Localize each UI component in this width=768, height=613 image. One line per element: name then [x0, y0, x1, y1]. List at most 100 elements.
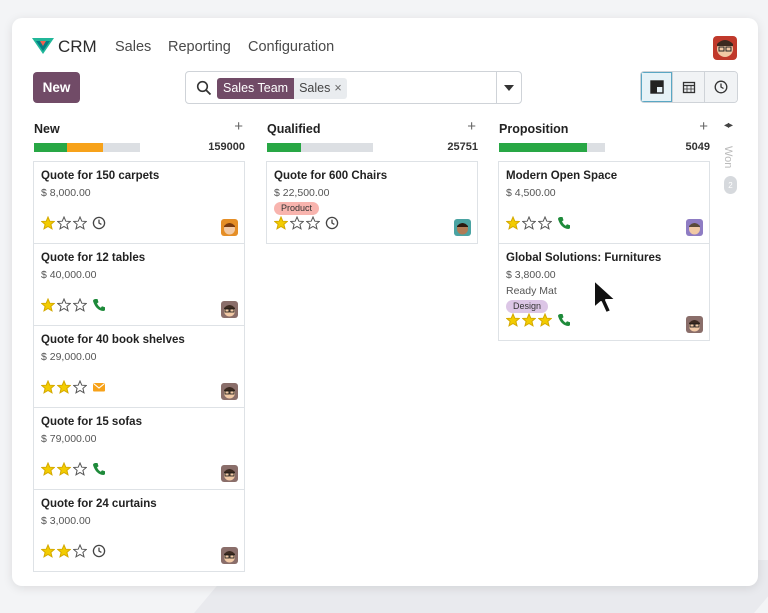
menu-sales[interactable]: Sales [115, 39, 152, 55]
priority-star-icon[interactable] [72, 215, 88, 235]
kanban-card[interactable]: Quote for 15 sofas $ 79,000.00 [33, 407, 245, 490]
column-header[interactable]: Qualified + [266, 118, 478, 138]
card-amount: $ 3,000.00 [41, 515, 91, 527]
card-title: Quote for 150 carpets [41, 170, 160, 182]
salesperson-avatar[interactable] [221, 219, 238, 236]
kanban-view-button[interactable] [641, 72, 673, 102]
kanban-card[interactable]: Modern Open Space $ 4,500.00 [498, 161, 710, 244]
priority-star-icon[interactable] [273, 215, 289, 235]
kanban-card[interactable]: Quote for 24 curtains $ 3,000.00 [33, 489, 245, 572]
priority-star-icon[interactable] [72, 543, 88, 563]
search-bar[interactable]: Sales Team Sales × [185, 71, 522, 104]
clock-icon[interactable] [322, 216, 339, 235]
card-customer: Ready Mat [506, 285, 557, 297]
card-title: Quote for 40 book shelves [41, 334, 185, 346]
priority-star-icon[interactable] [289, 215, 305, 235]
progress-segment[interactable] [267, 143, 301, 152]
menu-configuration[interactable]: Configuration [248, 39, 335, 55]
priority-star-icon[interactable] [537, 215, 553, 235]
card-footer [40, 215, 106, 235]
search-options-toggle[interactable] [496, 72, 521, 103]
column-header[interactable]: Proposition + [498, 118, 710, 138]
column-title[interactable]: Qualified [267, 122, 321, 136]
progress-segment[interactable] [66, 143, 103, 152]
phone-icon[interactable] [554, 216, 571, 235]
salesperson-avatar[interactable] [454, 219, 471, 236]
priority-star-icon[interactable] [56, 215, 72, 235]
folded-column-label: Won [722, 146, 734, 169]
card-footer [273, 215, 339, 235]
priority-star-icon[interactable] [40, 379, 56, 399]
priority-star-icon[interactable] [521, 312, 537, 332]
column-title[interactable]: Proposition [499, 122, 569, 136]
new-button[interactable]: New [33, 72, 80, 103]
kanban-card[interactable]: Quote for 600 Chairs $ 22,500.00 Product [266, 161, 478, 244]
search-facet[interactable]: Sales Team Sales × [217, 78, 347, 99]
column-add-icon[interactable]: + [699, 118, 708, 135]
priority-star-icon[interactable] [40, 297, 56, 317]
salesperson-avatar[interactable] [686, 316, 703, 333]
activity-view-button[interactable] [705, 72, 737, 102]
card-amount: $ 40,000.00 [41, 269, 97, 281]
crm-window: CRM Sales Reporting Configuration New Sa… [12, 18, 758, 586]
salesperson-avatar[interactable] [221, 301, 238, 318]
card-footer [40, 461, 106, 481]
top-navbar: CRM Sales Reporting Configuration [12, 18, 758, 76]
priority-star-icon[interactable] [56, 543, 72, 563]
priority-star-icon[interactable] [505, 215, 521, 235]
salesperson-avatar[interactable] [221, 465, 238, 482]
priority-star-icon[interactable] [40, 543, 56, 563]
card-tag: Design [506, 300, 549, 313]
priority-star-icon[interactable] [72, 297, 88, 317]
column-add-icon[interactable]: + [467, 118, 476, 135]
column-progress-bar[interactable] [34, 143, 140, 152]
expand-column-icon[interactable]: ◂▸ [724, 120, 733, 131]
priority-star-icon[interactable] [40, 461, 56, 481]
user-avatar[interactable] [713, 36, 737, 60]
column-progress-bar[interactable] [499, 143, 605, 152]
card-amount: $ 79,000.00 [41, 433, 97, 445]
mouse-pointer-icon [593, 279, 617, 314]
phone-icon[interactable] [89, 462, 106, 481]
salesperson-avatar[interactable] [686, 219, 703, 236]
column-title[interactable]: New [34, 122, 60, 136]
calendar-view-button[interactable] [673, 72, 705, 102]
caret-down-icon [504, 84, 514, 91]
priority-star-icon[interactable] [72, 461, 88, 481]
column-header[interactable]: New + [33, 118, 245, 138]
priority-star-icon[interactable] [305, 215, 321, 235]
search-icon [196, 80, 212, 96]
salesperson-avatar[interactable] [221, 383, 238, 400]
kanban-card[interactable]: Quote for 40 book shelves $ 29,000.00 [33, 325, 245, 408]
priority-star-icon[interactable] [56, 297, 72, 317]
crm-logo-icon[interactable] [32, 38, 54, 54]
card-title: Quote for 600 Chairs [274, 170, 388, 182]
facet-value-text: Sales [299, 81, 331, 95]
menu-reporting[interactable]: Reporting [168, 39, 231, 55]
kanban-card[interactable]: Quote for 12 tables $ 40,000.00 [33, 243, 245, 326]
progress-segment[interactable] [34, 143, 67, 152]
column-add-icon[interactable]: + [234, 118, 243, 135]
column-progress-bar[interactable] [267, 143, 373, 152]
clock-icon[interactable] [89, 216, 106, 235]
facet-close-icon[interactable]: × [334, 81, 342, 95]
priority-star-icon[interactable] [505, 312, 521, 332]
envelope-icon[interactable] [89, 380, 106, 399]
salesperson-avatar[interactable] [221, 547, 238, 564]
priority-star-icon[interactable] [56, 379, 72, 399]
phone-icon[interactable] [89, 298, 106, 317]
priority-star-icon[interactable] [40, 215, 56, 235]
priority-star-icon[interactable] [72, 379, 88, 399]
priority-star-icon[interactable] [537, 312, 553, 332]
folded-column-won[interactable]: ◂▸ Won 2 [716, 118, 746, 218]
progress-segment[interactable] [499, 143, 587, 152]
phone-icon[interactable] [554, 313, 571, 332]
card-title: Quote for 15 sofas [41, 416, 142, 428]
column-progress-row: 25751 [266, 141, 478, 161]
kanban-card[interactable]: Quote for 150 carpets $ 8,000.00 [33, 161, 245, 244]
facet-label: Sales Team [217, 78, 295, 99]
priority-star-icon[interactable] [56, 461, 72, 481]
clock-icon[interactable] [89, 544, 106, 563]
app-name[interactable]: CRM [58, 37, 97, 56]
priority-star-icon[interactable] [521, 215, 537, 235]
